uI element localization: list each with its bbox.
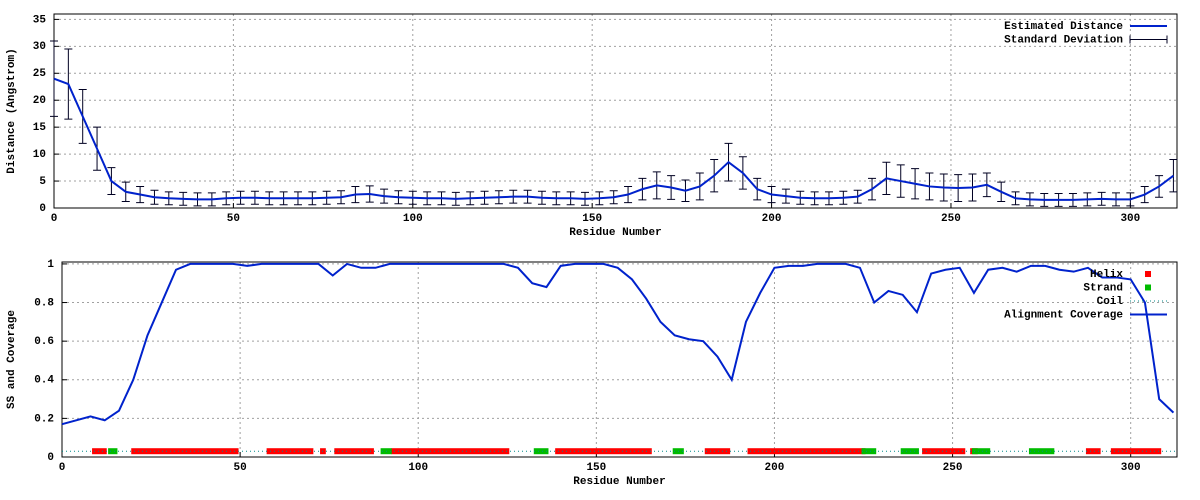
y-tick-label: 35 xyxy=(33,14,47,26)
legend-swatch xyxy=(1145,284,1151,291)
data-line xyxy=(53,77,1175,201)
y-tick-label: 5 xyxy=(39,176,46,188)
ss-segment xyxy=(971,448,991,455)
y-tick-label: 1 xyxy=(47,259,54,271)
ss-segment xyxy=(108,448,118,455)
x-tick-label: 250 xyxy=(943,462,963,474)
ss-segment xyxy=(900,448,919,455)
ss-segment xyxy=(1085,448,1101,455)
ss-segment xyxy=(131,448,239,455)
legend-label: Helix xyxy=(1090,269,1123,281)
x-tick-label: 300 xyxy=(1121,462,1141,474)
data-line xyxy=(61,262,1175,426)
x-tick-label: 200 xyxy=(762,213,782,225)
y-axis-label: SS and Coverage xyxy=(6,310,18,409)
y-tick-label: 0 xyxy=(47,452,54,464)
y-axis-label: Distance (Angstrom) xyxy=(6,48,18,173)
ss-segment xyxy=(861,448,877,455)
ss-segment xyxy=(266,448,314,455)
x-tick-label: 0 xyxy=(59,462,66,474)
legend-label: Strand xyxy=(1083,282,1123,294)
y-tick-label: 20 xyxy=(33,95,46,107)
y-tick-label: 0.8 xyxy=(34,297,54,309)
legend-swatch xyxy=(1145,271,1151,277)
y-tick-label: 25 xyxy=(33,68,47,80)
x-tick-label: 0 xyxy=(51,213,58,225)
ss-segment xyxy=(922,448,966,455)
x-tick-label: 300 xyxy=(1120,213,1140,225)
x-tick-label: 150 xyxy=(582,213,602,225)
x-tick-label: 100 xyxy=(408,462,428,474)
x-tick-label: 250 xyxy=(941,213,961,225)
error-bar xyxy=(1169,159,1178,193)
x-axis-label: Residue Number xyxy=(573,476,665,488)
y-tick-label: 30 xyxy=(33,41,46,53)
ss-segment xyxy=(704,448,731,455)
ss-segment xyxy=(1110,448,1162,455)
legend-label: Estimated Distance xyxy=(1004,21,1123,33)
y-tick-label: 0.4 xyxy=(34,375,54,387)
y-tick-label: 0.2 xyxy=(34,413,54,425)
x-tick-label: 50 xyxy=(234,462,247,474)
ss-segment xyxy=(92,448,107,455)
y-tick-label: 0.6 xyxy=(34,336,54,348)
x-tick-label: 50 xyxy=(227,213,240,225)
x-axis-label: Residue Number xyxy=(569,227,661,239)
plot-frame xyxy=(61,261,1178,458)
x-tick-label: 150 xyxy=(586,462,606,474)
x-tick-label: 200 xyxy=(765,462,785,474)
legend-label: Standard Deviation xyxy=(1004,34,1123,46)
y-tick-label: 10 xyxy=(33,149,46,161)
legend-label: Alignment Coverage xyxy=(1004,309,1123,321)
y-tick-label: 15 xyxy=(33,122,47,134)
y-tick-label: 0 xyxy=(39,203,46,215)
ss-segment xyxy=(533,448,549,455)
ss-segment xyxy=(1028,448,1055,455)
legend-label: Coil xyxy=(1097,296,1124,308)
ss-segment xyxy=(555,448,652,455)
legend-swatch xyxy=(1129,35,1168,44)
x-tick-label: 100 xyxy=(403,213,423,225)
